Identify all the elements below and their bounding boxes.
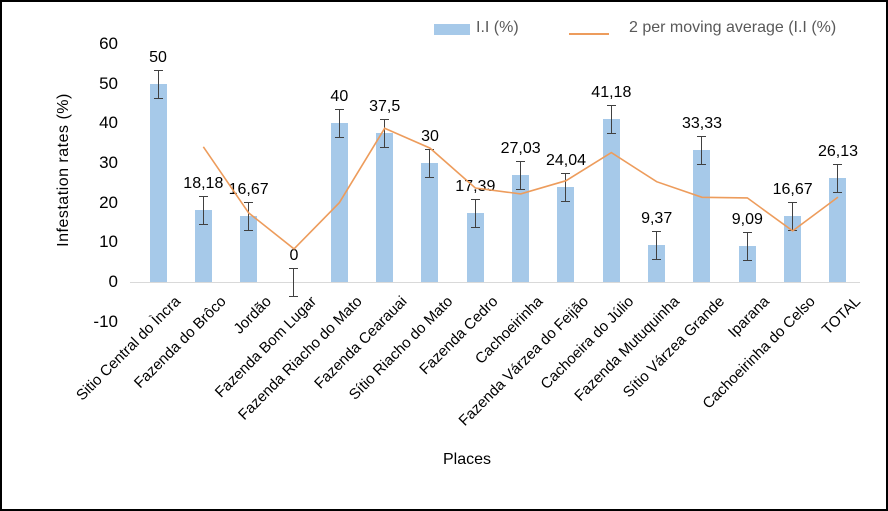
error-bar	[701, 135, 703, 164]
error-bar-cap-top	[289, 268, 299, 270]
error-bar-cap-bottom	[289, 295, 299, 297]
error-bar	[837, 164, 839, 193]
bar	[194, 209, 212, 282]
error-bar-cap-bottom	[153, 97, 163, 99]
error-bar	[520, 160, 522, 189]
y-tick-label: 30	[99, 153, 118, 172]
legend-line-label: 2 per moving average (I.I (%)	[629, 19, 837, 36]
error-bar-cap-bottom	[198, 223, 208, 225]
error-bar-cap-top	[788, 201, 798, 203]
bar	[829, 178, 847, 282]
bar	[693, 149, 711, 282]
bar	[648, 244, 666, 282]
error-bar	[338, 109, 340, 138]
data-label: 9,09	[731, 211, 763, 229]
data-label: 9,37	[641, 209, 673, 227]
error-bar-cap-top	[380, 119, 390, 121]
y-tick-label: 0	[108, 272, 118, 291]
legend-bar-label: I.I (%)	[476, 19, 519, 36]
data-label: 27,03	[500, 139, 541, 157]
error-bar	[656, 230, 658, 259]
error-bar	[202, 196, 204, 224]
error-bar-cap-top	[425, 149, 435, 151]
error-bar-cap-top	[244, 201, 254, 203]
x-axis-title: Places	[442, 451, 492, 468]
bar	[738, 245, 756, 282]
bar	[149, 83, 167, 282]
error-bar-cap-bottom	[380, 147, 390, 149]
bar	[784, 215, 802, 282]
error-bar	[474, 199, 476, 227]
bar	[512, 174, 530, 282]
error-bar	[248, 201, 250, 230]
y-tick-label: 40	[99, 113, 118, 133]
error-bar-cap-top	[697, 135, 707, 137]
error-bar	[384, 119, 386, 148]
error-bar-cap-top	[153, 69, 163, 71]
data-label: 24,04	[545, 151, 586, 169]
error-bar-cap-top	[198, 196, 208, 197]
data-label: 16,67	[228, 180, 269, 198]
data-label: 33,33	[681, 114, 722, 132]
error-bar-cap-top	[606, 104, 616, 106]
data-label: 0	[289, 247, 299, 265]
error-bar	[792, 201, 794, 230]
y-tick-label: -10	[93, 311, 118, 331]
y-tick-label: 10	[99, 232, 118, 252]
error-bar-cap-bottom	[833, 192, 843, 194]
error-bar-cap-top	[652, 230, 662, 232]
bar	[240, 215, 258, 282]
error-bar	[293, 268, 295, 296]
legend-line-swatch	[569, 33, 609, 35]
y-tick-label: 60	[99, 34, 118, 53]
data-label: 40	[330, 88, 349, 106]
error-bar-cap-bottom	[516, 188, 526, 190]
error-bar-cap-bottom	[561, 200, 571, 202]
bar	[466, 213, 484, 282]
error-bar	[610, 104, 612, 133]
error-bar-cap-bottom	[697, 163, 707, 165]
error-bar-cap-top	[470, 199, 480, 201]
error-bar-cap-bottom	[742, 259, 752, 261]
error-bar-cap-top	[334, 109, 344, 111]
bar	[421, 163, 439, 282]
data-label: 37,5	[369, 98, 401, 116]
error-bar-cap-bottom	[470, 226, 480, 228]
data-label: 30	[421, 128, 439, 146]
error-bar	[157, 69, 159, 98]
error-bar	[429, 149, 431, 177]
data-label: 50	[149, 48, 167, 66]
error-bar	[565, 172, 567, 201]
data-label: 41,18	[591, 83, 632, 101]
bar	[376, 133, 394, 282]
bar	[557, 186, 575, 282]
legend-bar-swatch	[434, 24, 470, 35]
error-bar-cap-top	[833, 164, 843, 166]
error-bar	[746, 232, 748, 260]
data-label: 16,67	[772, 180, 813, 198]
bar	[602, 118, 620, 282]
y-tick-label: 50	[99, 73, 118, 93]
error-bar-cap-bottom	[244, 229, 254, 231]
data-label: 17,39	[455, 178, 496, 196]
error-bar-cap-bottom	[606, 132, 616, 134]
error-bar-cap-top	[742, 232, 752, 234]
error-bar-cap-bottom	[334, 137, 344, 139]
error-bar-cap-top	[561, 172, 571, 174]
y-tick-label: 20	[99, 192, 118, 212]
error-bar-cap-bottom	[425, 176, 435, 178]
data-label: 18,18	[183, 175, 224, 192]
data-label: 26,13	[817, 143, 858, 161]
error-bar-cap-top	[516, 160, 526, 162]
x-axis-line	[130, 282, 860, 283]
error-bar-cap-bottom	[652, 258, 662, 260]
